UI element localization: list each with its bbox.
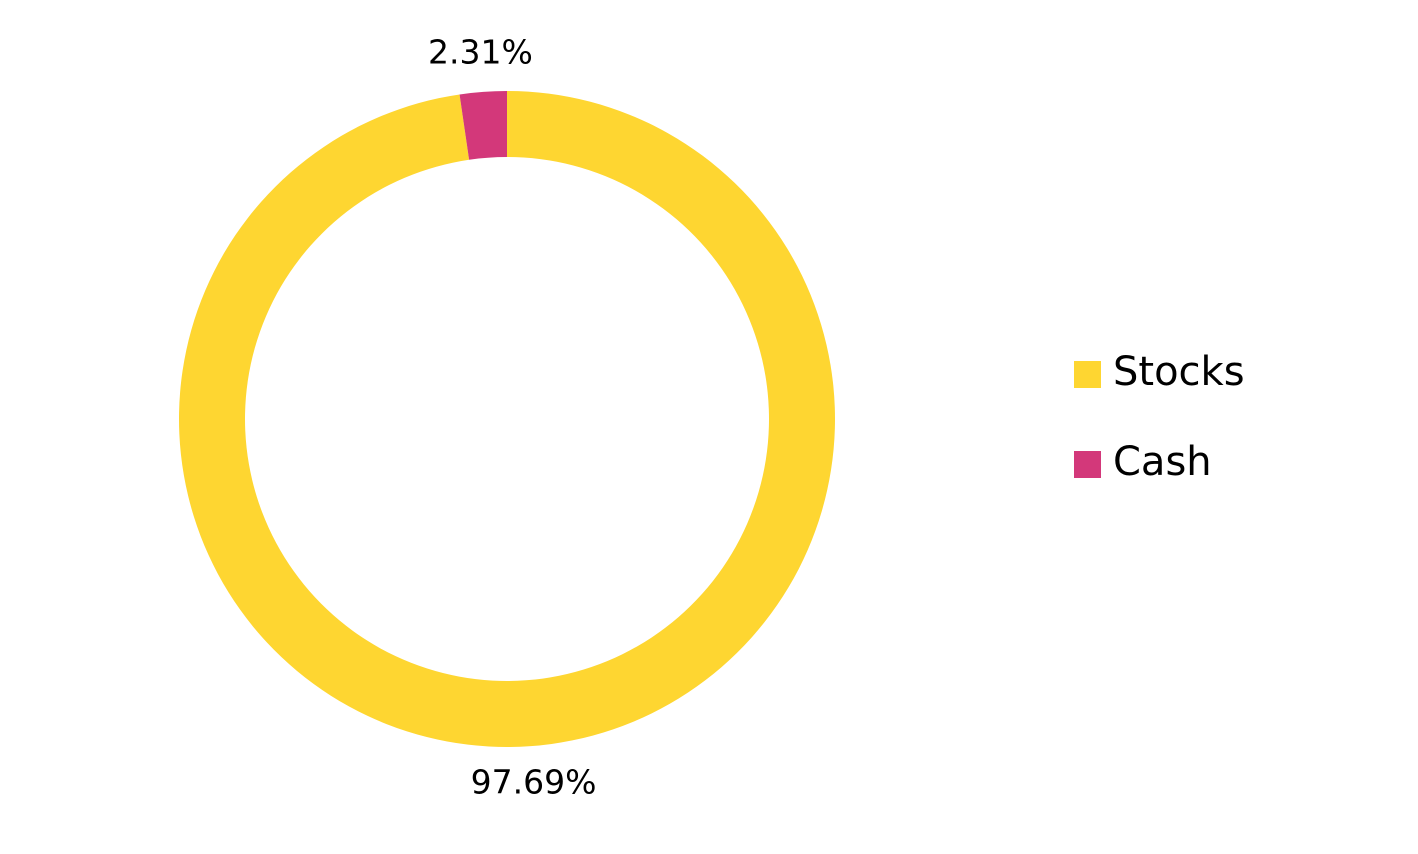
legend-label: Stocks <box>1113 349 1245 395</box>
value-label: 2.31% <box>428 32 533 71</box>
donut-segment <box>459 91 507 160</box>
donut-segment <box>179 91 836 747</box>
legend-swatch <box>1074 451 1101 478</box>
legend-label: Cash <box>1113 439 1212 485</box>
legend-swatch <box>1074 361 1101 388</box>
value-label: 97.69% <box>471 763 597 802</box>
